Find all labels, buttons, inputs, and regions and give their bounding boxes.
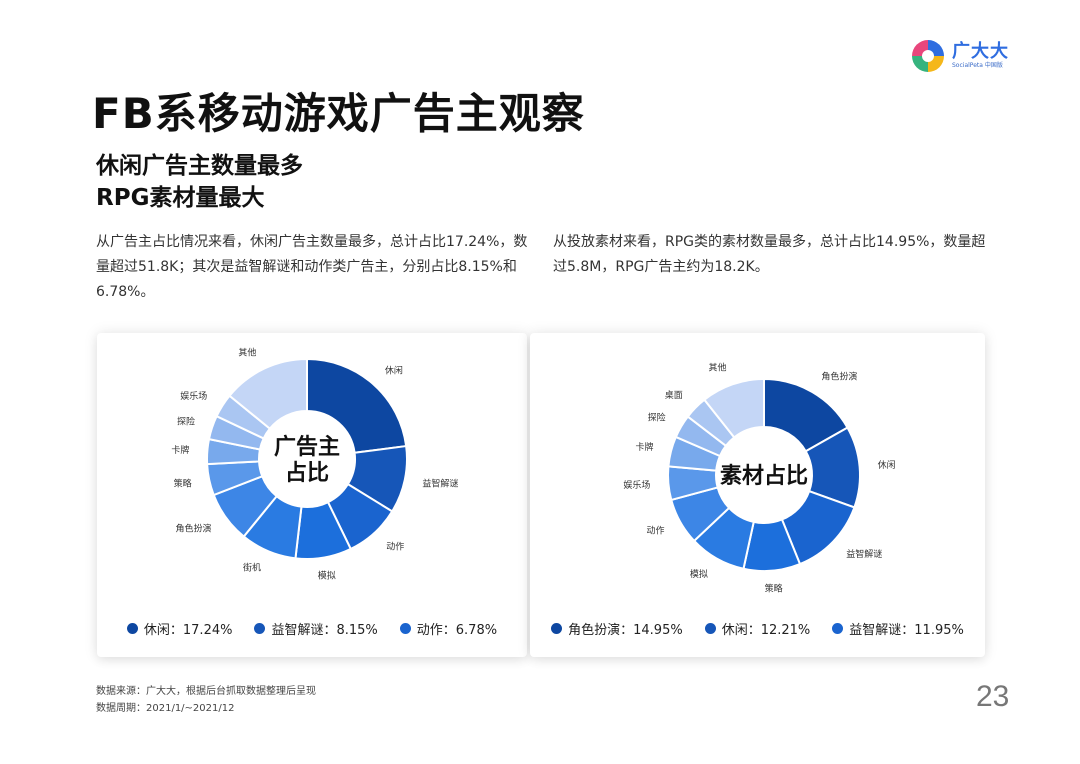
legend-label: 动作：6.78% — [416, 623, 498, 638]
donut-slice-10 — [228, 357, 308, 431]
legend-item: 益智解谜：8.15% — [254, 619, 378, 638]
center-label: 占比 — [285, 461, 329, 486]
slice-label: 休闲 — [385, 364, 403, 376]
legend-dot-icon — [254, 623, 266, 634]
slice-label: 模拟 — [318, 569, 336, 581]
footnote: 数据来源：广大大，根据后台抓取数据整理后呈现 数据周期：2021/1/~2021… — [96, 683, 316, 717]
center-label: 素材占比 — [720, 463, 808, 489]
slice-label: 策略 — [765, 583, 783, 595]
legend-item: 益智解谜：11.95% — [832, 619, 964, 638]
page-subtitle: 休闲广告主数量最多 RPG素材量最大 — [96, 150, 303, 214]
slice-label: 卡牌 — [635, 441, 653, 453]
page-title: FB系移动游戏广告主观察 — [92, 89, 585, 138]
legend-label: 角色扮演：14.95% — [568, 623, 683, 638]
slice-label: 休闲 — [878, 459, 896, 471]
donut-hole — [717, 428, 811, 522]
legend-dot-icon — [551, 623, 563, 634]
legend-label: 休闲：17.24% — [143, 623, 233, 638]
donut-slice-0 — [306, 357, 408, 454]
slice-label: 动作 — [386, 540, 404, 552]
legend-label: 益智解谜：8.15% — [271, 623, 378, 638]
legend-dot-icon — [704, 623, 716, 634]
legend-item: 角色扮演：14.95% — [551, 619, 683, 638]
slice-label: 其他 — [709, 361, 727, 373]
page-number: 23 — [976, 680, 1010, 713]
brand-sub: SocialPeta 中国版 — [952, 62, 1003, 69]
slice-label: 益智解谜 — [422, 478, 458, 490]
brand-name: 广大大 — [952, 41, 1009, 62]
legend-item: 休闲：17.24% — [126, 619, 233, 638]
legend-label: 休闲：12.21% — [721, 623, 811, 638]
legend-dot-icon — [126, 623, 138, 634]
legend-label: 益智解谜：11.95% — [849, 623, 964, 638]
brand-logo: 广大大 SocialPeta 中国版 — [910, 38, 1009, 74]
footnote-period: 数据周期：2021/1/~2021/12 — [96, 703, 235, 714]
chart-card-creatives: 角色扮演休闲益智解谜策略 模拟 动作 娱乐场 卡牌 探险 桌面 其他素材占比 角色扮演：14.… — [530, 333, 985, 657]
chart-card-advertisers: 休闲益智解谜动作模拟 街机 角色扮演 策略 卡牌 探险 娱乐场 其他广告主 占比 休闲：17.2… — [97, 333, 527, 657]
slice-label: 模拟 — [690, 568, 708, 580]
legend-item: 动作：6.78% — [399, 619, 498, 638]
slice-label: 角色扮演 — [821, 370, 857, 382]
legend-item: 休闲：12.21% — [704, 619, 811, 638]
slice-label: 探险 — [648, 411, 666, 423]
subtitle-line-1: 休闲广告主数量最多 — [96, 153, 303, 179]
slice-label: 卡牌 — [171, 444, 189, 456]
slice-label: 娱乐场 — [180, 390, 207, 402]
subtitle-line-2: RPG素材量最大 — [96, 185, 265, 211]
legend-dot-icon — [399, 623, 411, 634]
donut-hole — [260, 412, 354, 506]
center-label: 广告主 — [274, 434, 340, 460]
donut-slice-10 — [702, 377, 765, 439]
slice-label: 娱乐场 — [623, 479, 650, 491]
legend-dot-icon — [832, 623, 844, 634]
slice-label: 探险 — [177, 416, 195, 428]
slice-label: 益智解谜 — [846, 548, 882, 560]
chart-legend-creatives: 角色扮演：14.95% 休闲：12.21% 益智解谜：11.95% — [530, 619, 985, 638]
description-left: 从广告主占比情况来看，休闲广告主数量最多，总计占比17.24%，数量超过51.8… — [96, 234, 528, 300]
footnote-source: 数据来源：广大大，根据后台抓取数据整理后呈现 — [96, 686, 316, 697]
slice-label: 策略 — [174, 478, 192, 490]
slice-label: 桌面 — [665, 389, 683, 401]
slice-label: 角色扮演 — [175, 522, 211, 534]
brand-logo-icon — [912, 40, 944, 72]
slice-label: 街机 — [243, 562, 261, 574]
slice-label: 动作 — [646, 525, 664, 537]
chart-legend-advertisers: 休闲：17.24% 益智解谜：8.15% 动作：6.78% — [97, 619, 527, 638]
description-right: 从投放素材来看，RPG类的素材数量最多，总计占比14.95%，数量超过5.8M，… — [553, 234, 986, 275]
slice-label: 其他 — [238, 346, 256, 358]
